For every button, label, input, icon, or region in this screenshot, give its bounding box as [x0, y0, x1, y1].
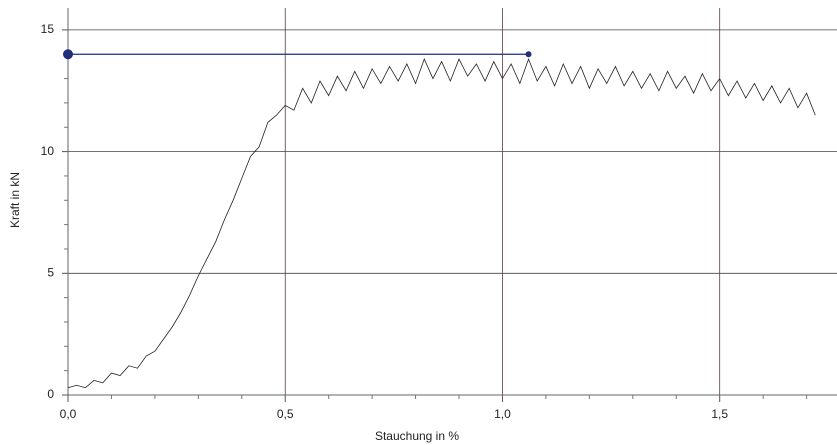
x-tick-label: 1,0: [494, 407, 511, 421]
x-tick-label: 0,0: [60, 407, 77, 421]
y-tick-label: 5: [47, 265, 54, 279]
y-axis-title: Kraft in kN: [8, 172, 22, 228]
y-tick-label: 10: [41, 144, 55, 158]
x-axis-title: Stauchung in %: [375, 429, 459, 443]
data-point: [63, 49, 73, 60]
y-tick-label: 0: [47, 387, 54, 401]
data-line: [67, 57, 816, 389]
y-tick-label: 15: [41, 22, 55, 36]
x-tick-label: 0,5: [277, 407, 294, 421]
data-point: [525, 51, 532, 58]
x-tick-label: 1,5: [711, 407, 728, 421]
